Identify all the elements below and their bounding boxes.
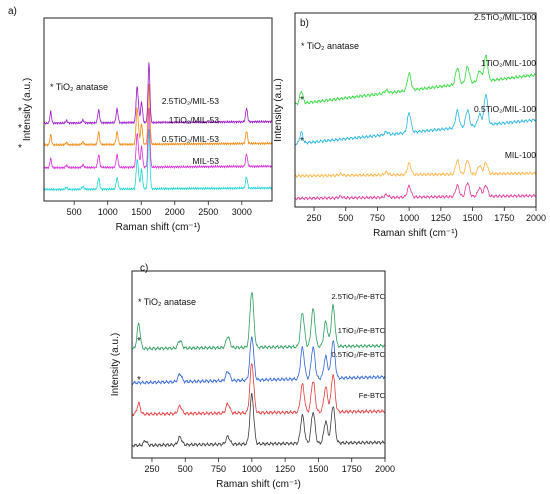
panel-b: 250 500 750 1000 1250 1500 1750 2000 Raman shift… [273,12,546,239]
x-tick-label: 500 [67,207,82,217]
panel-label: a) [8,6,17,17]
anatase-star: * [300,136,304,147]
x-tick-label: 2500 [198,207,218,217]
plot-frame [131,270,386,459]
x-tick-label: 250 [307,213,322,223]
x-tick-label: 1000 [98,207,118,217]
series-line-1 [44,107,272,170]
series-line-0 [44,128,272,192]
panel-c: 250 500 750 1000 1250 1500 1750 2000 Raman shift… [110,263,395,490]
panel-label: c) [140,263,148,274]
plot-frame [43,17,273,202]
x-tick-label: 3000 [232,207,252,217]
series-line-0 [295,182,536,201]
x-tick-label: 1500 [308,464,328,474]
anatase-annotation: * TiO₂ anatase [301,41,359,51]
x-tick-label: 1500 [463,213,483,223]
series-label-2: 1TiO₂/Fe-BTC [338,326,386,335]
series-label-3: 2.5TiO₂/MIL-53 [162,96,220,106]
traces [132,292,385,448]
x-axis-label: Raman shift (cm⁻¹) [116,222,201,233]
y-axis-label: Intensity (a.u.) [273,78,284,141]
anatase-star: * [300,95,304,106]
series-line-2 [295,93,536,146]
series-line-2 [132,336,385,386]
x-tick-label: 500 [338,213,353,223]
x-tick-label: 1750 [342,464,362,474]
x-tick-label: 750 [211,464,226,474]
series-label-0: Fe-BTC [359,391,386,400]
anatase-star: * [18,143,22,154]
series-line-3 [44,62,272,125]
series-line-3 [132,292,385,351]
series-label-0: MIL-53 [193,156,220,166]
anatase-star: * [137,375,141,386]
panel-a: 500 1000 1500 2000 2500 3000 Raman shift (cm⁻¹… [8,6,273,233]
x-axis-label: Raman shift (cm⁻¹) [373,228,458,239]
x-tick-label: 2000 [375,464,395,474]
x-tick-label: 2000 [165,207,185,217]
series-line-3 [295,54,536,106]
x-tick-label: 1000 [399,213,419,223]
series-line-2 [44,83,272,147]
x-axis-label: Raman shift (cm⁻¹) [216,479,301,490]
anatase-star: * [18,123,22,134]
series-label-1: 0.5TiO₂/MIL-53 [162,134,220,144]
x-tick-label: 750 [370,213,385,223]
x-tick-label: 1500 [131,207,151,217]
traces [44,62,272,192]
x-tick-label: 2000 [526,213,546,223]
x-tick-label: 1250 [275,464,295,474]
series-label-1: 0.5TiO₂/Fe-BTC [332,350,386,359]
series-label-3: 2.5TiO₂/MIL-100 [474,12,536,22]
plot-frame [294,12,537,208]
x-tick-label: 1000 [242,464,262,474]
y-axis-label: Intensity (a.u.) [110,333,121,396]
traces [295,54,536,201]
anatase-annotation: * TiO₂ anatase [138,297,196,307]
anatase-star: * [137,336,141,347]
panel-label: b) [300,18,309,29]
x-tick-label: 500 [178,464,193,474]
x-tick-label: 1750 [494,213,514,223]
series-label-3: 2.5TiO₂/Fe-BTC [332,292,386,301]
x-tick-label: 1250 [431,213,451,223]
series-line-1 [295,158,536,178]
series-label-2: 1TiO₂/MIL-53 [169,115,219,125]
anatase-annotation: * TiO₂ anatase [50,82,108,92]
anatase-star: * [18,106,22,117]
series-label-1: 0.5TiO₂/MIL-100 [474,104,536,114]
y-axis-label: Intensity (a.u.) [22,78,33,141]
x-tick-label: 250 [144,464,159,474]
series-label-0: MIL-100 [505,150,536,160]
series-line-1 [132,363,385,417]
series-label-2: 1TiO₂/MIL-100 [481,58,536,68]
series-line-0 [132,392,385,448]
